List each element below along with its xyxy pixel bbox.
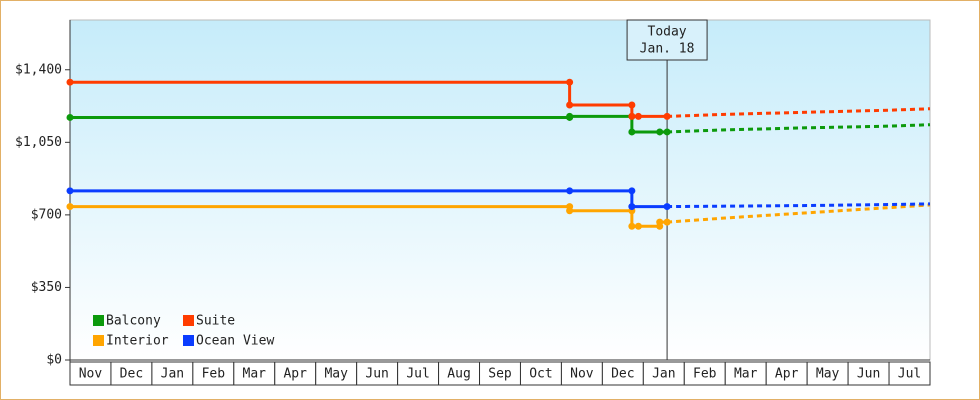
point: [66, 187, 74, 195]
point: [634, 112, 642, 120]
legend-swatch: [183, 315, 194, 326]
legend-label: Ocean View: [196, 334, 274, 349]
y-tick-label: $1,400: [15, 62, 62, 77]
point: [663, 112, 671, 120]
point: [566, 112, 574, 120]
today-date: Jan. 18: [640, 42, 695, 57]
x-tick-label: Jun: [365, 367, 388, 382]
x-tick-label: Dec: [611, 367, 634, 382]
x-tick-label: May: [324, 367, 348, 382]
x-tick-label: Jul: [898, 367, 921, 382]
today-box: [626, 19, 708, 61]
legend-label: Balcony: [106, 314, 161, 329]
x-tick-label: Aug: [447, 367, 470, 382]
x-tick-label: Mar: [734, 367, 758, 382]
legend-swatch: [93, 315, 104, 326]
point: [628, 101, 636, 109]
forecast-line: [667, 123, 931, 134]
x-tick-label: Mar: [243, 367, 267, 382]
x-tick-label: Jul: [406, 367, 429, 382]
point: [66, 113, 74, 121]
month-cell: [888, 361, 931, 386]
point: [566, 78, 574, 86]
x-tick-label: Oct: [529, 367, 552, 382]
point: [566, 187, 574, 195]
point: [663, 128, 671, 136]
point: [628, 112, 636, 120]
forecast-line: [667, 107, 931, 118]
point: [628, 222, 636, 230]
point: [628, 187, 636, 195]
point: [663, 218, 671, 226]
x-tick-label: Nov: [570, 367, 594, 382]
point: [656, 128, 664, 136]
x-tick-label: Nov: [79, 367, 103, 382]
x-tick-label: Dec: [120, 367, 143, 382]
point: [566, 101, 574, 109]
x-tick-label: Jan: [652, 367, 675, 382]
y-tick-label: $1,050: [15, 135, 62, 150]
forecast-line: [667, 202, 931, 209]
legend-label: Suite: [196, 314, 235, 329]
point: [628, 128, 636, 136]
y-tick-label: $350: [31, 280, 62, 295]
today-label: Today: [648, 25, 687, 40]
y-tick-label: $0: [46, 353, 62, 368]
x-tick-label: Jun: [857, 367, 880, 382]
point: [663, 203, 671, 211]
x-tick-label: Apr: [775, 367, 799, 382]
point: [566, 207, 574, 215]
legend-swatch: [183, 335, 194, 346]
x-tick-label: Jan: [161, 367, 184, 382]
legend-swatch: [93, 335, 104, 346]
point: [66, 78, 74, 86]
legend-label: Interior: [106, 334, 169, 349]
x-tick-label: Sep: [488, 367, 512, 382]
y-tick-label: $700: [31, 207, 62, 222]
x-tick-label: May: [816, 367, 840, 382]
x-tick-label: Apr: [283, 367, 307, 382]
x-tick-label: Feb: [202, 367, 226, 382]
x-tick-label: Feb: [693, 367, 717, 382]
point: [634, 222, 642, 230]
forecast-line: [666, 203, 931, 224]
point: [628, 203, 636, 211]
point: [66, 203, 74, 211]
point: [656, 218, 664, 226]
